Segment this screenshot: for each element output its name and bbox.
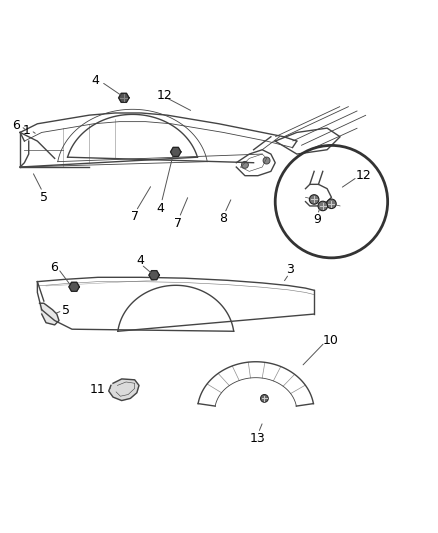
Text: 13: 13 bbox=[250, 432, 266, 445]
Polygon shape bbox=[109, 379, 139, 401]
Text: 7: 7 bbox=[131, 211, 139, 223]
Text: 6: 6 bbox=[50, 261, 58, 274]
Circle shape bbox=[327, 199, 336, 208]
Polygon shape bbox=[119, 93, 129, 102]
Polygon shape bbox=[149, 271, 159, 280]
Circle shape bbox=[318, 201, 328, 211]
Text: 11: 11 bbox=[89, 383, 105, 396]
Text: 12: 12 bbox=[156, 89, 172, 102]
Circle shape bbox=[261, 394, 268, 402]
Text: 3: 3 bbox=[286, 263, 294, 277]
Text: 5: 5 bbox=[62, 304, 71, 317]
Text: 4: 4 bbox=[136, 254, 144, 268]
Polygon shape bbox=[39, 303, 59, 325]
Circle shape bbox=[241, 161, 248, 168]
Text: 4: 4 bbox=[157, 201, 165, 215]
Circle shape bbox=[309, 195, 319, 204]
Text: 9: 9 bbox=[313, 213, 321, 227]
Text: 6: 6 bbox=[12, 119, 20, 133]
Circle shape bbox=[263, 157, 270, 164]
Text: 8: 8 bbox=[219, 213, 227, 225]
Text: 4: 4 bbox=[92, 74, 100, 87]
Text: 10: 10 bbox=[323, 334, 339, 348]
Text: 5: 5 bbox=[40, 191, 48, 204]
Text: 12: 12 bbox=[355, 169, 371, 182]
Polygon shape bbox=[170, 148, 181, 156]
Text: 7: 7 bbox=[174, 217, 182, 230]
Text: 1: 1 bbox=[23, 124, 31, 137]
Polygon shape bbox=[69, 282, 79, 292]
